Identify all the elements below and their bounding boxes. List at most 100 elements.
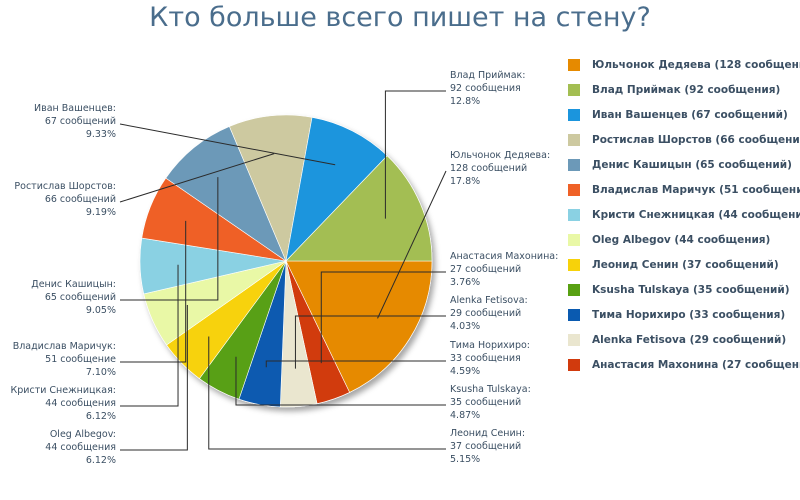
- pie-slice-юльчонок-дедяева: [285, 260, 433, 393]
- callout-count-иван-вашенцев: 67 сообщений: [45, 116, 116, 127]
- legend-swatch: [568, 58, 580, 71]
- callout-name-анастасия-махонина: Анастасия Махонина:: [450, 251, 558, 262]
- callout-count-тима-норихиро: 33 сообщения: [450, 353, 521, 364]
- legend-label: Денис Кашицын (65 сообщений): [592, 158, 792, 171]
- legend-item-иван-вашенцев: Иван Вашенцев (67 сообщений): [568, 102, 800, 127]
- callout-percent-ksusha-tulskaya: 4.87%: [450, 410, 480, 421]
- callout-name-ksusha-tulskaya: Ksusha Tulskaya:: [450, 384, 531, 395]
- callout-name-alenka-fetisova: Alenka Fetisova:: [450, 295, 528, 306]
- leader-line-денис-кашицын: [120, 177, 219, 301]
- callout-count-юльчонок-дедяева: 128 сообщений: [450, 163, 527, 174]
- callout-percent-юльчонок-дедяева: 17.8%: [450, 176, 480, 187]
- legend-item-тима-норихиро: Тима Норихиро (33 сообщения): [568, 302, 800, 327]
- pie-slice-денис-кашицын: [165, 126, 287, 262]
- callout-name-иван-вашенцев: Иван Вашенцев:: [34, 103, 116, 114]
- leader-line-влад-приймак: [384, 90, 446, 219]
- callout-percent-анастасия-махонина: 3.76%: [450, 277, 480, 288]
- callout-name-юльчонок-дедяева: Юльчонок Дедяева:: [450, 150, 550, 161]
- legend-label: Ростислав Шорстов (66 сообщений): [592, 133, 800, 146]
- legend-swatch: [568, 358, 580, 371]
- legend-swatch: [568, 283, 580, 296]
- callout-percent-alenka-fetisova: 4.03%: [450, 321, 480, 332]
- callout-percent-денис-кашицын: 9.05%: [86, 305, 116, 316]
- legend-item-кристи-снежницкая: Кристи Снежницкая (44 сообщения): [568, 202, 800, 227]
- legend-label: Иван Вашенцев (67 сообщений): [592, 108, 788, 121]
- leader-line-леонид-сенин: [208, 336, 446, 450]
- leader-line-alenka-fetisova: [294, 315, 446, 369]
- legend-item-влад-приймак: Влад Приймак (92 сообщения): [568, 77, 800, 102]
- legend-label: Анастасия Махонина (27 сообщений): [592, 358, 800, 371]
- pie-slice-иван-вашенцев: [285, 116, 388, 262]
- legend-label: Влад Приймак (92 сообщения): [592, 83, 781, 96]
- callout-percent-тима-норихиро: 4.59%: [450, 366, 480, 377]
- pie-slice-ростислав-шорстов: [228, 114, 313, 263]
- callout-name-кристи-снежницкая: Кристи Снежницкая:: [11, 385, 116, 396]
- legend-item-ростислав-шорстов: Ростислав Шорстов (66 сообщений): [568, 127, 800, 152]
- leader-line-кристи-снежницкая: [120, 264, 179, 407]
- chart-legend: Юльчонок Дедяева (128 сообщений) Влад При…: [568, 52, 800, 377]
- chart-title: Кто больше всего пишет на стену?: [149, 2, 651, 33]
- legend-swatch: [568, 183, 580, 196]
- callout-percent-влад-приймак: 12.8%: [450, 96, 480, 107]
- leader-line-юльчонок-дедяева: [377, 170, 447, 319]
- callout-percent-леонид-сенин: 5.15%: [450, 454, 480, 465]
- callout-name-влад-приймак: Влад Приймак:: [450, 70, 525, 81]
- legend-swatch: [568, 208, 580, 221]
- legend-label: Леонид Сенин (37 сообщений): [592, 258, 779, 271]
- legend-swatch: [568, 258, 580, 271]
- callout-name-денис-кашицын: Денис Кашицын:: [31, 279, 116, 290]
- legend-item-леонид-сенин: Леонид Сенин (37 сообщений): [568, 252, 800, 277]
- callout-count-владислав-маричук: 51 сообщение: [45, 354, 116, 365]
- legend-swatch: [568, 133, 580, 146]
- leader-line-ростислав-шорстов: [119, 153, 275, 203]
- legend-item-денис-кашицын: Денис Кашицын (65 сообщений): [568, 152, 800, 177]
- callout-count-ростислав-шорстов: 66 сообщений: [45, 194, 116, 205]
- slice-callouts: Юльчонок Дедяева: 128 сообщений 17.8% Анаст…: [11, 70, 559, 466]
- legend-label: Alenka Fetisova (29 сообщений): [592, 333, 787, 346]
- callout-percent-владислав-маричук: 7.10%: [86, 367, 116, 378]
- callout-count-кристи-снежницкая: 44 сообщения: [45, 398, 116, 409]
- legend-swatch: [568, 333, 580, 346]
- callout-name-леонид-сенин: Леонид Сенин:: [450, 428, 525, 439]
- leader-line-oleg-albegov: [120, 305, 188, 451]
- legend-label: Юльчонок Дедяева (128 сообщений): [592, 58, 800, 71]
- legend-swatch: [568, 83, 580, 96]
- legend-swatch: [568, 158, 580, 171]
- callout-name-тима-норихиро: Тима Норихиро:: [449, 340, 530, 351]
- legend-swatch: [568, 308, 580, 321]
- callout-count-alenka-fetisova: 29 сообщений: [450, 308, 521, 319]
- callout-count-леонид-сенин: 37 сообщений: [450, 441, 521, 452]
- callout-count-ksusha-tulskaya: 35 сообщений: [450, 397, 521, 408]
- callout-count-влад-приймак: 92 сообщения: [450, 83, 521, 94]
- callout-count-oleg-albegov: 44 сообщения: [45, 442, 116, 453]
- legend-label: Тима Норихиро (33 сообщения): [592, 308, 786, 321]
- legend-label: Кристи Снежницкая (44 сообщения): [592, 208, 800, 221]
- legend-label: Ksusha Tulskaya (35 сообщений): [592, 283, 790, 296]
- callout-percent-кристи-снежницкая: 6.12%: [86, 411, 116, 422]
- legend-item-alenka-fetisova: Alenka Fetisova (29 сообщений): [568, 327, 800, 352]
- callout-name-ростислав-шорстов: Ростислав Шорстов:: [14, 181, 116, 192]
- legend-item-владислав-маричук: Владислав Маричук (51 сообщение): [568, 177, 800, 202]
- callout-percent-ростислав-шорстов: 9.19%: [86, 207, 116, 218]
- callout-name-владислав-маричук: Владислав Маричук:: [13, 341, 116, 352]
- callout-percent-oleg-albegov: 6.12%: [86, 455, 116, 466]
- legend-item-ksusha-tulskaya: Ksusha Tulskaya (35 сообщений): [568, 277, 800, 302]
- leader-line-ksusha-tulskaya: [235, 356, 446, 406]
- legend-swatch: [568, 108, 580, 121]
- callout-name-oleg-albegov: Oleg Albegov:: [50, 429, 116, 440]
- leader-line-иван-вашенцев: [119, 123, 336, 166]
- legend-item-oleg-albegov: Oleg Albegov (44 сообщения): [568, 227, 800, 252]
- legend-item-анастасия-махонина: Анастасия Махонина (27 сообщений): [568, 352, 800, 377]
- callout-count-денис-кашицын: 65 сообщений: [45, 292, 116, 303]
- pie-slice-влад-приймак: [285, 155, 433, 262]
- legend-item-юльчонок-дедяева: Юльчонок Дедяева (128 сообщений): [568, 52, 800, 77]
- legend-swatch: [568, 233, 580, 246]
- leader-line-владислав-маричук: [120, 220, 187, 363]
- legend-label: Oleg Albegov (44 сообщения): [592, 233, 771, 246]
- legend-label: Владислав Маричук (51 сообщение): [592, 183, 800, 196]
- pie-slices: [139, 114, 433, 408]
- callout-percent-иван-вашенцев: 9.33%: [86, 129, 116, 140]
- leader-line-анастасия-махонина: [320, 271, 446, 364]
- leader-line-тима-норихиро: [265, 360, 446, 368]
